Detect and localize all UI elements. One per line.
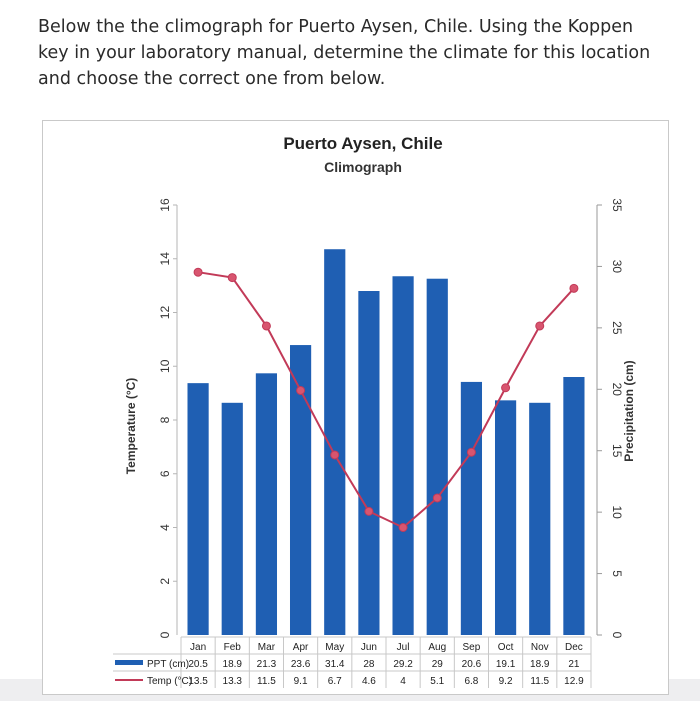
table-temp-value: 11.5 — [257, 676, 276, 687]
right-tick-label: 35 — [610, 198, 624, 212]
table-ppt-value: 20.6 — [462, 659, 482, 670]
temperature-point — [296, 385, 306, 395]
table-month-label: Jul — [397, 642, 410, 653]
table-temp-value: 6.8 — [464, 676, 478, 687]
temperature-point — [330, 450, 340, 460]
chart-subtitle: Climograph — [324, 159, 402, 175]
table-month-label: Feb — [224, 642, 242, 653]
table-temp-value: 11.5 — [530, 676, 549, 687]
temperature-point — [501, 383, 511, 393]
right-tick-label: 20 — [610, 383, 624, 397]
table-month-label: Mar — [258, 642, 276, 653]
table-temp-value: 13.3 — [223, 676, 243, 687]
temperature-point — [535, 321, 545, 331]
table-month-label: Apr — [293, 642, 309, 653]
precipitation-bar — [221, 402, 243, 635]
climograph-chart: Puerto Aysen, Chile Climograph 0 2 4 6 8 10 12 14… — [113, 134, 636, 688]
left-tick-label: 16 — [158, 198, 172, 212]
table-ppt-value: 18.9 — [223, 659, 243, 670]
left-tick-label: 4 — [158, 524, 172, 531]
table-ppt-value: 18.9 — [530, 659, 550, 670]
precipitation-bar — [563, 377, 585, 635]
right-tick-label: 5 — [610, 570, 624, 577]
precipitation-bar — [255, 373, 278, 635]
right-tick-label: 25 — [610, 321, 624, 335]
table-ppt-value: 28 — [363, 659, 375, 670]
table-temp-value: 5.1 — [430, 676, 444, 687]
left-tick-label: 12 — [158, 306, 172, 320]
table-month-label: Jun — [361, 642, 377, 653]
right-tick-label: 0 — [610, 632, 624, 639]
table-ppt-value: 20.5 — [188, 659, 208, 670]
precipitation-bar — [426, 278, 448, 635]
left-tick-label: 2 — [158, 578, 172, 585]
temperature-point — [569, 283, 579, 293]
table-month-label: Nov — [531, 642, 549, 653]
precipitation-bar — [529, 402, 551, 635]
table-temp-value: 9.1 — [294, 676, 308, 687]
left-tick-label: 8 — [158, 416, 172, 423]
table-ppt-value: 29.2 — [393, 659, 413, 670]
table-temp-value: 12.9 — [564, 676, 584, 687]
table-ppt-value: 31.4 — [325, 659, 345, 670]
precipitation-bar — [358, 291, 380, 635]
right-tick-label: 30 — [610, 260, 624, 274]
table-ppt-value: 23.6 — [291, 659, 311, 670]
table-row-label-ppt: PPT (cm) — [147, 659, 189, 670]
precipitation-bar — [289, 345, 312, 635]
precipitation-bar — [392, 276, 414, 635]
table-ppt-value: 29 — [432, 659, 444, 670]
temperature-point — [364, 506, 374, 516]
precipitation-bar — [460, 381, 483, 635]
temperature-point — [466, 447, 476, 457]
temperature-line — [197, 271, 575, 529]
right-tick-label: 15 — [610, 444, 624, 458]
table-temp-value: 4 — [400, 676, 406, 687]
right-tick-label: 10 — [610, 505, 624, 519]
table-month-label: Dec — [565, 642, 583, 653]
question-text: Below the the climograph for Puerto Ayse… — [38, 17, 651, 89]
table-month-label: Sep — [463, 642, 481, 653]
temperature-point — [432, 493, 442, 503]
temperature-point — [193, 267, 203, 277]
y-axis-title-right: Precipitation (cm) — [622, 360, 636, 461]
table-temp-value: 6.7 — [328, 676, 342, 687]
precipitation-bar — [324, 249, 346, 635]
table-month-label: Aug — [428, 642, 446, 653]
table-ppt-value: 21 — [568, 659, 580, 670]
temperature-point — [261, 321, 271, 331]
y-axis-title-left: Temperature (°C) — [124, 378, 138, 475]
chart-frame: Puerto Aysen, Chile Climograph 0 2 4 6 8 10 12 14… — [42, 120, 669, 695]
table-temp-value: 4.6 — [362, 676, 376, 687]
table-temp-value: 13.5 — [188, 676, 208, 687]
table-temp-value: 9.2 — [499, 676, 513, 687]
table-month-label: May — [325, 642, 344, 653]
left-tick-label: 6 — [158, 470, 172, 477]
left-tick-label: 0 — [158, 631, 172, 638]
left-tick-label: 10 — [158, 359, 172, 373]
table-ppt-value: 21.3 — [257, 659, 277, 670]
precipitation-bar — [187, 383, 209, 635]
temperature-point — [398, 523, 408, 532]
temperature-point — [227, 273, 237, 283]
table-ppt-value: 19.1 — [496, 659, 516, 670]
table-month-label: Jan — [190, 642, 206, 653]
table-row-label-temp: Temp (°C) — [147, 676, 192, 687]
table-month-label: Oct — [498, 642, 514, 653]
legend-ppt-swatch — [115, 660, 143, 665]
left-tick-label: 14 — [158, 252, 172, 266]
precipitation-bar — [494, 400, 517, 635]
chart-title: Puerto Aysen, Chile — [283, 134, 442, 153]
